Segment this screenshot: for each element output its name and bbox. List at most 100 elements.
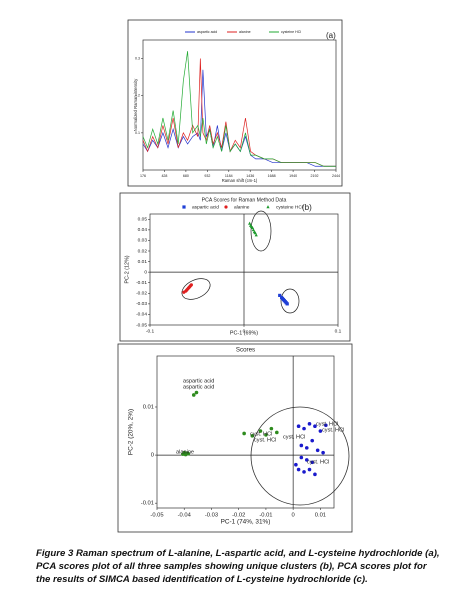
point (278, 293, 282, 297)
cluster-ellipse (181, 278, 211, 300)
point (254, 233, 258, 237)
x-tick-label: 1184 (225, 174, 233, 178)
chart-title: Scores (236, 347, 255, 354)
point (304, 446, 309, 450)
point (296, 424, 301, 429)
x-tick-label: 428 (161, 174, 167, 178)
x-tick-label: 680 (183, 174, 189, 178)
spectrum-line (142, 51, 336, 167)
y-tick-label: 0 (144, 269, 147, 275)
point (299, 455, 304, 460)
legend-label: aspartic acid (197, 30, 217, 34)
annotation: cyst. HCl (250, 431, 272, 437)
annotation: aspartic acid (183, 378, 214, 384)
x-tick-label: 1688 (268, 174, 276, 178)
point (302, 470, 306, 474)
y-tick-label: -0.05 (136, 322, 147, 328)
annotation: alanine (176, 449, 194, 455)
point (242, 431, 246, 436)
y-tick-label: 0.05 (138, 217, 148, 223)
annotation: cyst. HCl (316, 421, 338, 427)
annotation: aspartic acid (183, 384, 214, 390)
point (318, 429, 323, 433)
legend-label: cysteine HCl (281, 30, 301, 34)
point (299, 443, 304, 448)
x-tick-label: -0.02 (232, 512, 245, 518)
y-axis-label: Normalized Raman intensity (133, 78, 138, 131)
x-axis-label: PC-1 (74%, 31%) (221, 519, 271, 526)
point (266, 205, 270, 209)
y-axis-label: PC-2 (20%, 2%) (128, 409, 135, 455)
point (315, 448, 320, 453)
x-tick-label: -0.03 (205, 512, 218, 518)
y-tick-label: 0.2 (135, 94, 140, 98)
x-axis-label: PC-1 (69%) (230, 330, 258, 336)
annotation: cyst. HCl (307, 459, 329, 465)
point (310, 460, 315, 465)
y-tick-label: -0.02 (136, 291, 147, 297)
point (302, 426, 306, 431)
x-tick-label: 1940 (289, 174, 297, 178)
point (324, 423, 328, 428)
panel-label: (b) (302, 203, 312, 212)
class-boundary (250, 406, 350, 506)
x-tick-label: 0 (243, 329, 246, 335)
caption: Figure 3 Raman spectrum of L-alanine, L-… (36, 548, 440, 585)
point (307, 422, 312, 426)
x-tick-label: 2192 (311, 174, 319, 178)
point (294, 462, 298, 467)
y-tick-label: -0.04 (136, 312, 147, 318)
y-tick-label: -0.01 (141, 501, 154, 507)
plot-area (156, 355, 335, 509)
point (307, 467, 312, 472)
y-tick-label: 0.1 (135, 131, 140, 135)
y-tick-label: 0.04 (138, 227, 148, 233)
point (313, 472, 317, 477)
y-tick-label: 0.01 (138, 259, 148, 265)
point (186, 451, 191, 456)
x-tick-label: 0.01 (315, 512, 326, 518)
y-tick-label: -0.03 (136, 301, 147, 307)
y-axis-label: PC-2 (12%) (124, 255, 130, 283)
point (321, 450, 325, 455)
legend-label: aspartic acid (192, 204, 219, 210)
y-tick-label: 0.03 (138, 238, 148, 244)
panel-frame (127, 19, 343, 187)
x-axis-label: Raman shift (cm-1) (222, 178, 258, 183)
point (275, 430, 279, 435)
point (296, 467, 301, 472)
y-tick-label: 0 (151, 453, 154, 459)
plot-area (142, 39, 337, 171)
x-tick-label: 932 (204, 174, 210, 178)
x-tick-label: -0.01 (259, 512, 272, 518)
y-tick-label: 0.02 (138, 248, 148, 254)
panel-label: (a) (326, 31, 336, 40)
legend-label: alanine (239, 30, 251, 34)
cluster-ellipse (250, 210, 272, 252)
point (269, 426, 274, 431)
point (285, 302, 289, 306)
legend-label: alanine (234, 204, 250, 210)
point (310, 438, 315, 443)
point (194, 390, 199, 395)
panel-frame (119, 192, 351, 342)
point (250, 434, 255, 438)
x-tick-label: 0.1 (335, 329, 342, 335)
point (182, 205, 186, 209)
y-tick-label: 0.3 (135, 57, 140, 61)
annotation: cyst. HCl (283, 434, 305, 440)
x-tick-label: -0.04 (178, 512, 192, 518)
point (189, 283, 193, 287)
cluster-ellipse (280, 288, 300, 314)
x-tick-label: -0.1 (146, 329, 155, 335)
panel-frame (117, 343, 353, 533)
annotation: cyst. HCl (254, 437, 276, 443)
point (304, 458, 309, 462)
x-tick-label: 0 (292, 512, 295, 518)
x-tick-label: 176 (140, 174, 146, 178)
y-tick-label: 0.01 (143, 405, 154, 411)
point (191, 393, 196, 397)
point (264, 433, 268, 437)
